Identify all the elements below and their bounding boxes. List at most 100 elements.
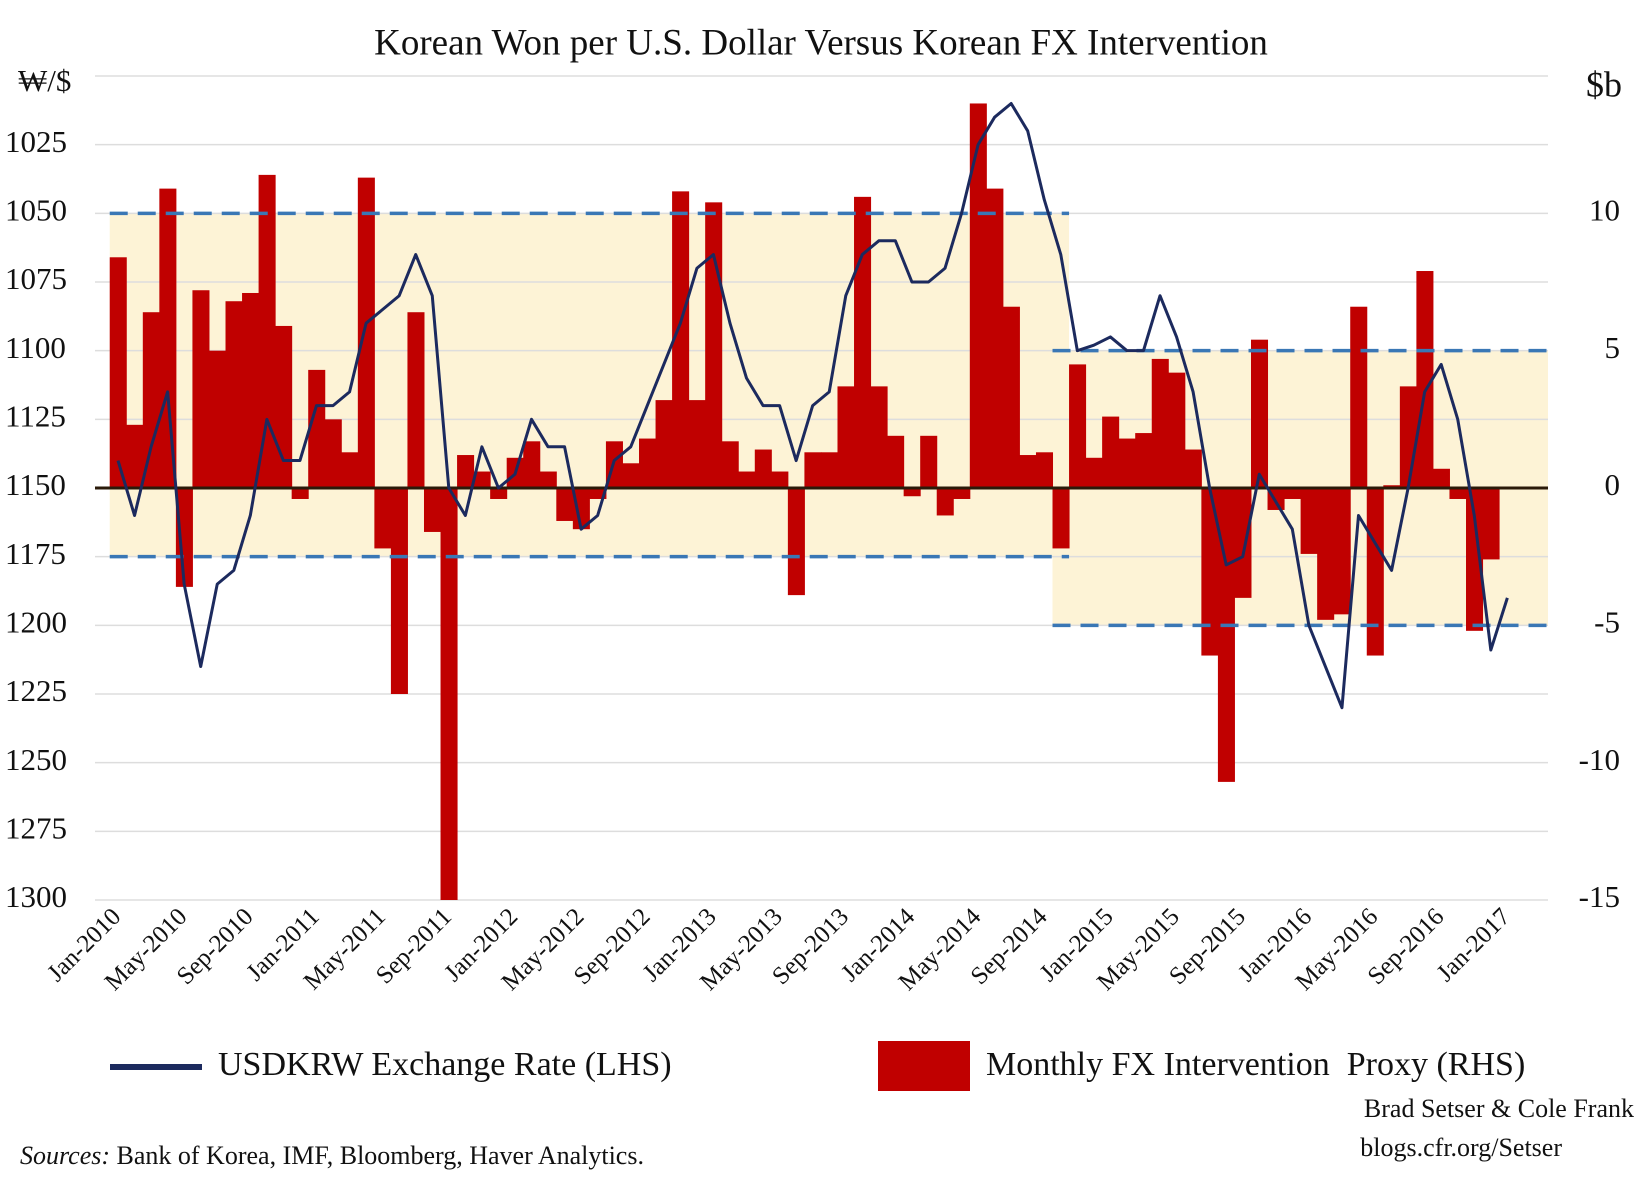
legend-swatch [878, 1041, 970, 1091]
bar [126, 424, 144, 488]
bar [1168, 372, 1186, 488]
bar [341, 452, 359, 488]
y-tick-label: 1175 [5, 536, 66, 571]
bar [225, 301, 243, 488]
bar [1019, 455, 1037, 488]
bar [523, 441, 541, 488]
bar [1366, 488, 1384, 656]
y-tick-label: 1025 [5, 124, 67, 159]
bar [490, 488, 508, 499]
bar [837, 386, 855, 488]
bar [1432, 468, 1450, 488]
bar [159, 188, 177, 488]
bar [473, 471, 491, 488]
bar [920, 435, 938, 488]
bar [109, 257, 127, 488]
bar [440, 488, 458, 900]
bar [1201, 488, 1219, 656]
bar [308, 369, 326, 488]
y-tick-label: 1150 [5, 467, 66, 502]
bar [175, 488, 193, 587]
bar [1284, 488, 1302, 499]
chart-title: Korean Won per U.S. Dollar Versus Korean… [374, 22, 1268, 63]
bar [1002, 306, 1020, 488]
sources-label: Sources: [20, 1141, 110, 1170]
bar [1135, 433, 1153, 488]
bar [1399, 386, 1417, 488]
y-tick-label: 1250 [5, 742, 67, 777]
bar [556, 488, 574, 521]
bar [787, 488, 805, 596]
bar [969, 103, 987, 488]
bar [903, 488, 921, 497]
bar [639, 438, 657, 488]
bar [572, 488, 590, 530]
bar [1250, 339, 1269, 488]
bar [672, 191, 690, 489]
bar [1234, 488, 1252, 598]
y2-tick-label: -10 [1579, 742, 1620, 777]
bar [986, 188, 1004, 488]
bar [754, 449, 772, 488]
bar [374, 488, 392, 549]
bar [1184, 449, 1202, 488]
y-tick-label: 1225 [5, 673, 67, 708]
bar [1069, 364, 1087, 488]
bar [291, 488, 309, 499]
y2-axis-label: $b [1586, 64, 1622, 104]
y-tick-label: 1200 [5, 604, 67, 639]
bar [887, 435, 905, 488]
bar [1102, 416, 1120, 488]
bar [1482, 488, 1500, 560]
credit: Brad Setser & Cole Frank [1364, 1094, 1634, 1123]
bar [771, 471, 789, 488]
bar [275, 325, 293, 488]
y-tick-label: 1100 [5, 330, 66, 365]
bar [721, 441, 739, 488]
line [116, 101, 1509, 710]
y2-tick-label: 10 [1589, 192, 1620, 227]
bar [258, 174, 276, 488]
bar [804, 452, 822, 488]
legend-label: Monthly FX Intervention Proxy (RHS) [986, 1046, 1525, 1083]
y-tick-label: 1125 [5, 398, 66, 433]
bar [1085, 457, 1103, 488]
bar [407, 312, 425, 488]
x-tick-label: Jan-2017 [1432, 903, 1516, 987]
bar [1350, 306, 1368, 488]
bar [1052, 488, 1070, 549]
bar [738, 471, 756, 488]
bar [539, 471, 557, 488]
bar [192, 290, 210, 488]
bar [1416, 271, 1434, 488]
y-tick-label: 1050 [5, 192, 67, 227]
sources-text: Bank of Korea, IMF, Bloomberg, Haver Ana… [117, 1141, 644, 1170]
bar [390, 488, 408, 694]
y2-tick-label: -5 [1594, 604, 1620, 639]
bar [870, 386, 888, 488]
bar [854, 196, 872, 488]
legend-label: USDKRW Exchange Rate (LHS) [218, 1046, 672, 1083]
bar [1151, 358, 1169, 488]
y2-tick-label: -15 [1579, 879, 1620, 914]
bar [1035, 452, 1054, 488]
bar [953, 488, 971, 499]
bar [1300, 488, 1318, 554]
bar [1118, 438, 1136, 488]
bar [1333, 488, 1351, 615]
bar [820, 452, 838, 488]
credit: blogs.cfr.org/Setser [1360, 1133, 1562, 1162]
bar [357, 177, 375, 489]
bar [589, 488, 607, 499]
bar [242, 292, 260, 488]
bar [208, 350, 227, 488]
bar [688, 400, 706, 488]
y-axis-label: ₩/$ [18, 63, 71, 98]
bar [622, 463, 640, 488]
bar [457, 455, 475, 488]
y-tick-label: 1300 [5, 879, 67, 914]
bar [705, 202, 723, 488]
bar [1466, 488, 1484, 631]
y-tick-label: 1075 [5, 261, 67, 296]
